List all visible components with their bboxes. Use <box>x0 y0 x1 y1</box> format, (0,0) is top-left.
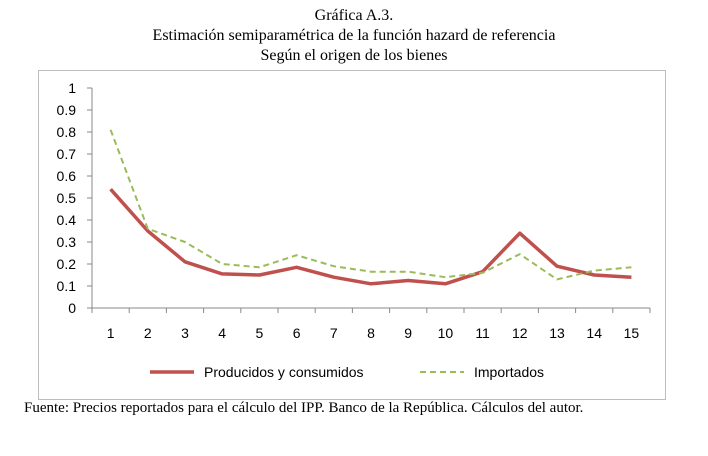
x-tick-label: 12 <box>512 325 528 341</box>
legend-label-2: Importados <box>474 364 544 380</box>
chart-title: Estimación semiparamétrica de la función… <box>152 27 556 44</box>
figure-number: Gráfica A.3. <box>314 7 394 24</box>
x-tick-label: 1 <box>107 325 115 341</box>
chart-frame <box>38 70 666 400</box>
y-tick-label: 0.7 <box>57 146 77 162</box>
series-line-1 <box>109 188 632 286</box>
x-tick-label: 11 <box>475 325 490 341</box>
y-tick-label: 0.2 <box>57 256 77 272</box>
x-tick-label: 8 <box>367 325 375 341</box>
y-tick-label: 0 <box>68 300 76 316</box>
chart-subtitle: Según el origen de los bienes <box>260 47 448 64</box>
x-tick-label: 15 <box>624 325 640 341</box>
y-tick-label: 0.3 <box>57 234 77 250</box>
y-tick-label: 1 <box>68 80 76 96</box>
x-tick-label: 13 <box>549 325 565 341</box>
x-tick-label: 5 <box>256 325 264 341</box>
series-group <box>109 129 632 286</box>
x-tick-label: 4 <box>218 325 226 341</box>
x-tick-label: 14 <box>586 325 602 341</box>
y-tick-label: 0.8 <box>57 124 77 140</box>
x-tick-label: 3 <box>181 325 189 341</box>
x-tick-label: 7 <box>330 325 338 341</box>
x-tick-label: 10 <box>438 325 454 341</box>
source-note: Fuente: Precios reportados para el cálcu… <box>24 400 584 416</box>
chart-title-block: Gráfica A.3. Estimación semiparamétrica … <box>0 6 708 66</box>
y-tick-label: 0.5 <box>57 190 77 206</box>
y-tick-label: 0.9 <box>57 102 77 118</box>
legend-label-1: Producidos y consumidos <box>204 364 364 380</box>
x-tick-label: 2 <box>144 325 152 341</box>
y-tick-label: 0.4 <box>57 212 77 228</box>
legend: Producidos y consumidos Importados <box>150 364 544 380</box>
y-tick-label: 0.6 <box>57 168 77 184</box>
axes: 00.10.20.30.40.50.60.70.80.911 2 3 4 5 6 7 8 9 10… <box>57 80 651 341</box>
x-tick-label: 6 <box>293 325 301 341</box>
x-tick-label: 9 <box>404 325 412 341</box>
series-line-2 <box>109 129 632 281</box>
y-tick-label: 0.1 <box>57 278 77 294</box>
